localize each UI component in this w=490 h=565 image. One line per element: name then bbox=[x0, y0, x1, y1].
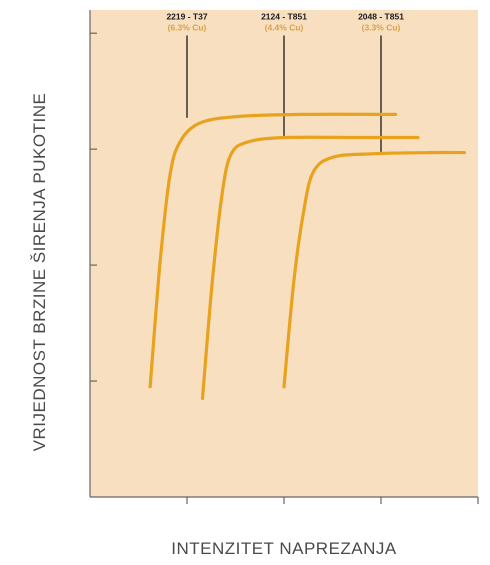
x-axis-title: INTENZITET NAPREZANJA bbox=[171, 539, 397, 558]
annotation-alloy-label: 2124 - T851 bbox=[261, 12, 307, 22]
annotation-copper-label: (6.3% Cu) bbox=[168, 23, 207, 33]
series-curve-1 bbox=[148, 112, 398, 389]
y-axis-title: VRIJEDNOST BRZINE ŠIRENJA PUKOTINE bbox=[30, 93, 49, 452]
annotation-copper-label: (4.4% Cu) bbox=[265, 23, 304, 33]
series-curve-3 bbox=[282, 150, 466, 389]
series-curve-2 bbox=[200, 135, 420, 400]
annotation-alloy-label: 2219 - T37 bbox=[166, 12, 207, 22]
annotation-lines bbox=[186, 35, 382, 154]
axes bbox=[89, 10, 479, 504]
annotation-labels: 2219 - T37(6.3% Cu) 2124 - T851(4.4% Cu) 2… bbox=[166, 12, 404, 33]
annotation-alloy-label: 2048 - T851 bbox=[358, 12, 404, 22]
annotation-copper-label: (3.3% Cu) bbox=[362, 23, 401, 33]
series-curves bbox=[148, 112, 466, 400]
